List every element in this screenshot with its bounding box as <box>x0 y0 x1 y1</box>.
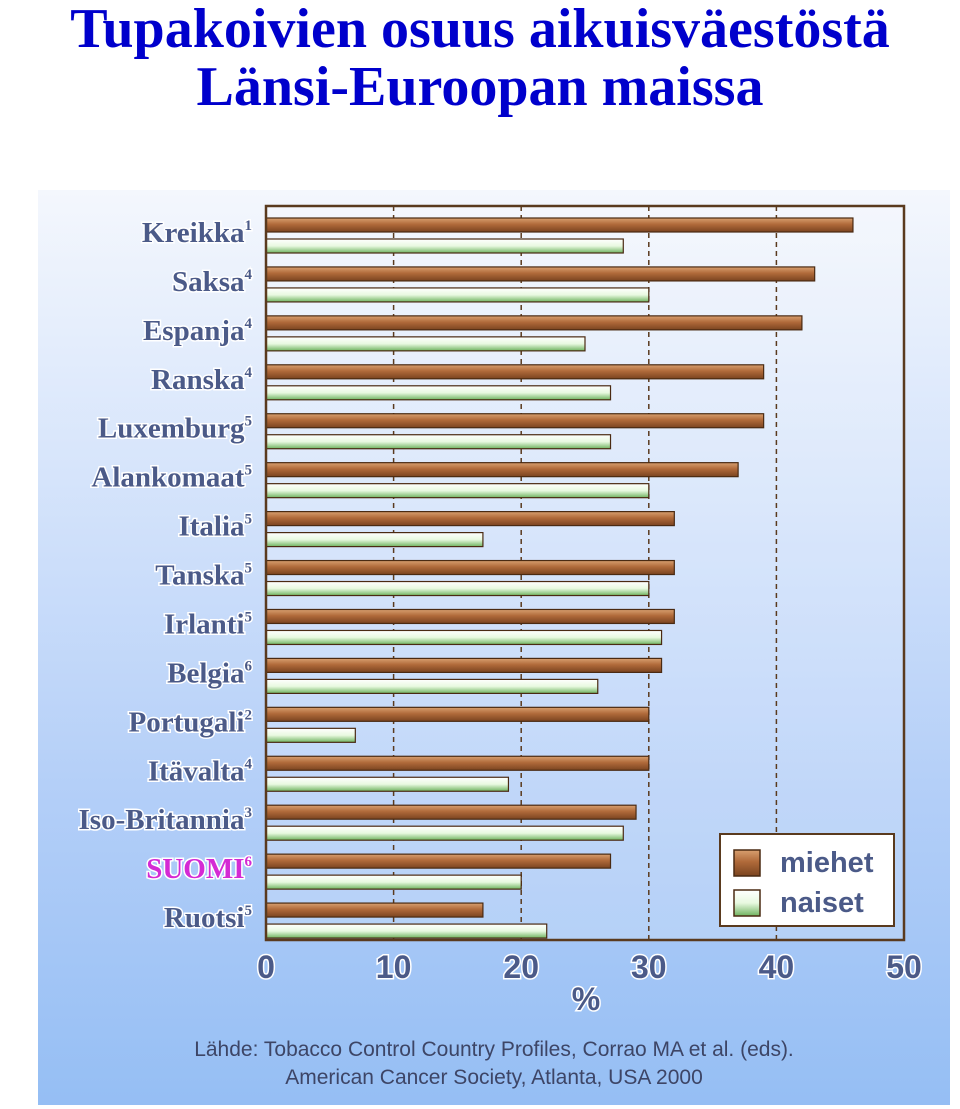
legend-label-miehet: miehet <box>780 847 874 879</box>
category-label-Belgia: Belgia6 <box>167 657 252 689</box>
category-label-Itävalta: Itävalta4 <box>148 755 253 787</box>
chart-title: Tupakoivien osuus aikuisväestöstä Länsi-… <box>0 0 960 116</box>
bar-naiset-Iso-Britannia <box>265 825 624 841</box>
bar-naiset-Luxemburg <box>265 434 612 450</box>
bar-naiset-Portugali <box>265 727 356 743</box>
bar-miehet-Ranska <box>265 364 765 380</box>
bar-miehet-Itävalta <box>265 755 650 771</box>
bar-naiset-Kreikka <box>265 238 624 254</box>
category-label-Ruotsi: Ruotsi5 <box>164 902 252 934</box>
bar-miehet-Italia <box>265 511 675 527</box>
plot-frame <box>264 204 906 942</box>
legend-swatch-naiset <box>733 889 761 917</box>
category-label-Kreikka: Kreikka1 <box>142 217 252 249</box>
bar-miehet-Alankomaat <box>265 462 739 478</box>
bar-naiset-Italia <box>265 531 484 548</box>
title-line-1: Tupakoivien osuus aikuisväestöstä <box>70 0 890 60</box>
category-label-Ranska: Ranska4 <box>151 364 253 396</box>
category-label-Saksa: Saksa4 <box>172 266 253 298</box>
bar-miehet-Tanska <box>265 559 675 576</box>
category-label-Espanja: Espanja4 <box>143 315 253 347</box>
source-note: Lähde: Tobacco Control Country Profiles,… <box>38 1036 950 1092</box>
category-label-Irlanti: Irlanti5 <box>164 608 252 640</box>
x-tick-label-30: 30 <box>631 949 667 985</box>
bar-naiset-Belgia <box>265 678 599 695</box>
bar-miehet-Ruotsi <box>265 902 484 918</box>
bar-naiset-Irlanti <box>265 629 663 646</box>
category-label-Alankomaat: Alankomaat5 <box>91 462 252 494</box>
bar-naiset-SUOMI <box>265 874 522 890</box>
bar-miehet-Luxemburg <box>265 413 765 429</box>
bar-naiset-Espanja <box>265 336 586 352</box>
bar-miehet-Belgia <box>265 657 663 674</box>
title-line-2: Länsi-Euroopan maissa <box>196 56 764 118</box>
category-label-Italia: Italia5 <box>178 511 252 543</box>
bar-naiset-Ruotsi <box>265 923 548 939</box>
x-tick-label-10: 10 <box>376 949 412 985</box>
x-axis-label: % <box>572 981 600 1017</box>
bar-miehet-Iso-Britannia <box>265 804 637 820</box>
bar-miehet-Saksa <box>265 266 816 282</box>
bar-miehet-SUOMI <box>265 853 612 869</box>
source-line-1: Lähde: Tobacco Control Country Profiles,… <box>194 1038 794 1061</box>
category-label-SUOMI: SUOMI6 <box>146 853 252 885</box>
legend-swatch-miehet <box>733 849 761 877</box>
x-tick-label-50: 50 <box>886 949 922 985</box>
bar-miehet-Portugali <box>265 706 650 722</box>
category-label-Tanska: Tanska5 <box>155 560 252 592</box>
bar-miehet-Espanja <box>265 315 803 331</box>
legend-label-naiset: naiset <box>780 887 864 919</box>
x-tick-label-0: 0 <box>257 949 275 985</box>
bar-miehet-Irlanti <box>265 608 675 625</box>
source-line-2: American Cancer Society, Atlanta, USA 20… <box>285 1066 703 1089</box>
bar-naiset-Itävalta <box>265 776 510 792</box>
bar-naiset-Ranska <box>265 385 612 401</box>
bar-naiset-Alankomaat <box>265 483 650 499</box>
x-tick-label-20: 20 <box>503 949 539 985</box>
category-label-Iso-Britannia: Iso-Britannia3 <box>79 804 252 836</box>
bar-naiset-Tanska <box>265 580 650 597</box>
bar-naiset-Saksa <box>265 287 650 303</box>
category-label-Portugali: Portugali2 <box>129 706 253 738</box>
category-label-Luxemburg: Luxemburg5 <box>98 413 252 445</box>
x-tick-label-40: 40 <box>759 949 795 985</box>
bar-miehet-Kreikka <box>265 217 854 233</box>
